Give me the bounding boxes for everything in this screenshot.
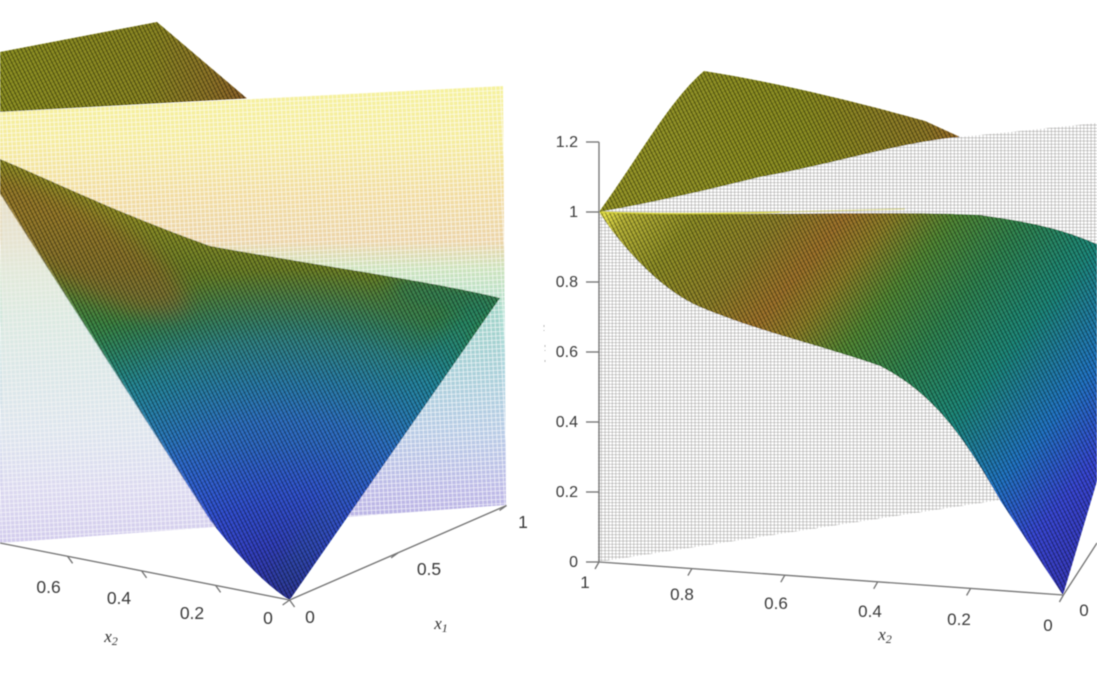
- svg-text:1: 1: [580, 573, 589, 592]
- svg-text:x2: x2: [877, 625, 892, 646]
- svg-text:x2: x2: [103, 627, 118, 648]
- svg-text:0.2: 0.2: [180, 603, 204, 623]
- svg-text:0.6: 0.6: [764, 594, 788, 613]
- svg-text:0.4: 0.4: [556, 414, 578, 431]
- svg-text:0: 0: [569, 554, 578, 571]
- svg-text:0: 0: [1043, 616, 1052, 635]
- svg-text:1: 1: [518, 512, 528, 532]
- svg-text:0.8: 0.8: [670, 585, 694, 604]
- svg-text:0.6: 0.6: [36, 577, 60, 597]
- svg-text:1.2: 1.2: [556, 134, 578, 151]
- svg-text:0.8: 0.8: [556, 274, 578, 291]
- svg-text:x1: x1: [433, 614, 448, 635]
- svg-text:0.2: 0.2: [556, 484, 578, 501]
- svg-text:0.4: 0.4: [858, 602, 882, 621]
- svg-text:0.6: 0.6: [556, 344, 578, 361]
- svg-text:1: 1: [569, 204, 578, 221]
- svg-text:0: 0: [1079, 601, 1088, 620]
- svg-text:0.4: 0.4: [107, 588, 132, 608]
- svg-text:0.5: 0.5: [417, 559, 441, 579]
- svg-text:0.2: 0.2: [947, 610, 971, 629]
- svg-text:0: 0: [305, 607, 315, 627]
- svg-text:0: 0: [263, 608, 273, 628]
